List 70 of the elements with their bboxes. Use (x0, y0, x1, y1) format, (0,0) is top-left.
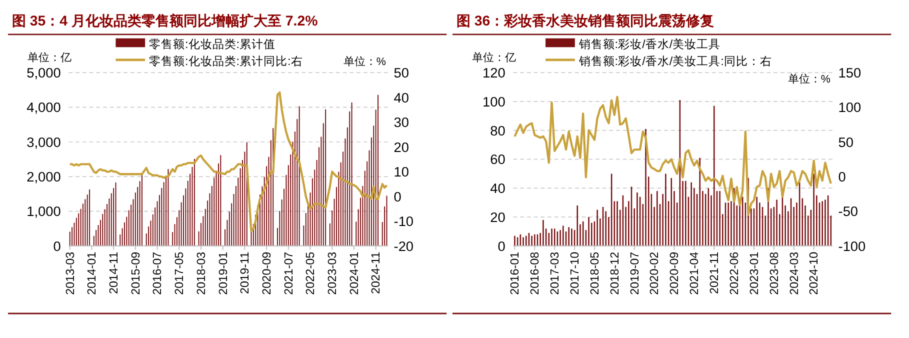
y-tick-label: 20 (490, 210, 506, 225)
x-tick-label: 2019-01 (216, 252, 230, 295)
legend-label: 销售额:彩妆/香水/美妆工具:同比：右 (578, 54, 772, 68)
y2-tick-label: -50 (838, 204, 858, 220)
x-tick-label: 2022-06 (728, 251, 741, 295)
x-tick-label: 2016-01 (508, 252, 522, 295)
x-tick-label: 2014-11 (107, 252, 120, 294)
x-tick-label: 2024-03 (788, 251, 801, 295)
x-tick-label: 2021-07 (282, 252, 296, 295)
y-tick-label: 100 (482, 94, 506, 110)
x-tick-label: 2015-09 (129, 252, 142, 295)
y2-tick-label: -20 (394, 238, 414, 254)
y2-tick-label: 0 (394, 189, 402, 204)
chart-title: 图 36：彩妆香水美妆销售额同比震荡修复 (456, 12, 714, 30)
y-axis-title: 单位：亿 (472, 50, 516, 64)
y-tick-label: 40 (490, 181, 506, 196)
y-tick-label: 1,000 (26, 204, 62, 220)
y-tick-label: 60 (490, 152, 506, 168)
x-tick-label: 2023-01 (748, 252, 761, 295)
x-tick-label: 2021-04 (688, 251, 702, 295)
x-tick-label: 2023-03 (326, 251, 340, 295)
x-tick-label: 2016-07 (151, 252, 164, 295)
y2-tick-label: 40 (394, 90, 410, 106)
x-tick-label: 2018-05 (588, 251, 602, 295)
x-tick-label: 2014-01 (86, 252, 99, 295)
y-tick-label: 5,000 (26, 66, 62, 81)
y2-tick-label: 100 (838, 100, 862, 116)
x-tick-label: 2018-03 (194, 251, 208, 295)
x-tick-label: 2017-10 (568, 251, 582, 295)
x-tick-label: 2023-08 (768, 251, 781, 295)
x-tick-label: 2022-05 (304, 251, 318, 295)
line-series (514, 96, 832, 216)
x-tick-label: 2024-01 (348, 252, 361, 295)
x-tick-label: 2016-08 (528, 251, 542, 295)
x-tick-label: 2013-03 (64, 251, 77, 295)
y-tick-label: 4,000 (26, 100, 62, 116)
y2-axis-title: 单位：% (788, 72, 831, 86)
x-tick-label: 2017-05 (173, 251, 186, 295)
y-tick-label: 2,000 (26, 169, 62, 184)
legend-label: 零售额:化妆品类:累计值 (149, 37, 276, 52)
y2-tick-label: 50 (838, 134, 854, 150)
chart-title: 图 35：4 月化妆品类零售额同比增幅扩大至 7.2% (12, 12, 318, 30)
x-tick-label: 2020-09 (668, 252, 682, 295)
legend-label: 销售额:彩妆/香水/美妆工具 (578, 37, 721, 52)
y-tick-label: 120 (482, 66, 506, 81)
x-tick-label: 2024-11 (370, 252, 383, 294)
x-tick-label: 2020-09 (260, 252, 274, 295)
y2-tick-label: 50 (394, 66, 410, 81)
x-tick-label: 2017-03 (548, 251, 562, 295)
y2-tick-label: 10 (394, 164, 410, 180)
y2-tick-label: -100 (838, 238, 866, 254)
y2-tick-label: -10 (394, 214, 414, 230)
y-tick-label: 3,000 (26, 134, 62, 150)
y-axis-title: 单位：亿 (28, 50, 72, 64)
y2-tick-label: 0 (838, 169, 846, 184)
y2-tick-label: 30 (394, 115, 410, 130)
y2-tick-label: 150 (838, 66, 862, 81)
y2-tick-label: 20 (394, 140, 410, 155)
y-tick-label: 80 (490, 123, 506, 138)
x-tick-label: 2021-11 (708, 252, 722, 294)
x-tick-label: 2018-12 (608, 252, 622, 295)
x-tick-label: 2019-11 (238, 252, 252, 294)
y2-axis-title: 单位：% (343, 54, 386, 68)
y-tick-label: 0 (53, 238, 62, 254)
x-tick-label: 2020-02 (648, 252, 662, 295)
x-tick-label: 2019-07 (628, 252, 642, 295)
x-tick-label: 2024-10 (808, 251, 821, 295)
y-tick-label: 0 (498, 238, 506, 254)
legend-label: 零售额:化妆品类:累计同比:右 (149, 54, 303, 68)
line-series (68, 91, 388, 232)
